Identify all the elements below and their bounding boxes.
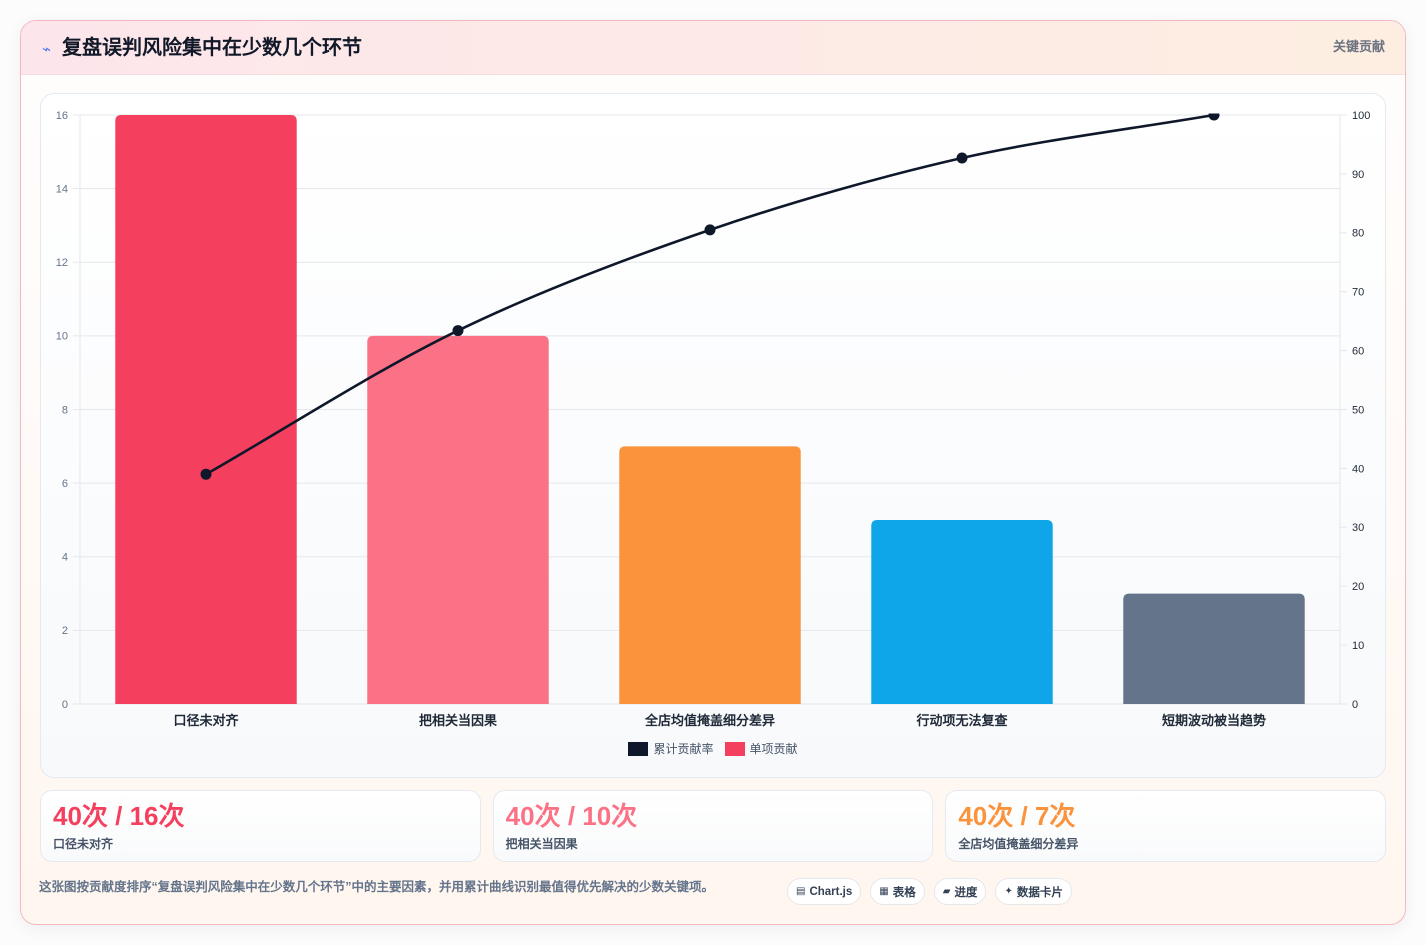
pill-chartjs: ▤ Chart.js — [787, 878, 862, 905]
pill-data-card: ✦ 数据卡片 — [995, 878, 1072, 905]
bar — [619, 446, 801, 704]
legend-label-single: 单项贡献 — [749, 742, 798, 756]
y-right-tick-label: 40 — [1352, 463, 1364, 475]
pill-label: 进度 — [954, 886, 978, 899]
x-tick-label: 全店均值掩盖细分差异 — [644, 713, 775, 728]
stat-value: 40次 / 7次 — [958, 801, 1076, 831]
y-left-tick-label: 6 — [62, 478, 68, 490]
header-tag: 关键贡献 — [1332, 39, 1385, 54]
y-left-tick-label: 12 — [56, 257, 68, 269]
y-axis-left: 0 2 4 6 8 10 12 14 16 — [56, 110, 68, 711]
footer-note: 这张图按贡献度排序“复盘误判风险集中在少数几个环节”中的主要因素，并用累计曲线识… — [39, 880, 715, 894]
card-header: ⌁ 复盘误判风险集中在少数几个环节 关键贡献 — [21, 21, 1405, 75]
x-tick-label: 把相关当因果 — [419, 713, 497, 728]
stat-label: 全店均值掩盖细分差异 — [958, 837, 1079, 851]
x-tick-label: 短期波动被当趋势 — [1162, 713, 1266, 728]
data-card-icon: ✦ — [1004, 886, 1013, 897]
y-right-tick-label: 80 — [1352, 228, 1364, 240]
lightning-icon: ⌁ — [42, 40, 52, 58]
y-right-tick-label: 20 — [1352, 581, 1364, 593]
stat-card: 40次 / 7次 全店均值掩盖细分差异 — [945, 790, 1387, 862]
stat-value: 40次 / 16次 — [53, 801, 185, 831]
stat-card: 40次 / 10次 把相关当因果 — [492, 790, 934, 862]
stat-value: 40次 / 10次 — [505, 801, 638, 831]
x-tick-label: 行动项无法复查 — [915, 713, 1008, 728]
card-title: 复盘误判风险集中在少数几个环节 — [62, 37, 362, 59]
y-right-tick-label: 10 — [1352, 640, 1364, 652]
cumulative-point — [704, 224, 716, 236]
bar — [1123, 593, 1305, 704]
y-right-tick-label: 60 — [1352, 345, 1364, 357]
chart-panel: 0 2 4 6 8 10 12 14 16 0 10 20 30 40 50 60 70 80 90 100 口径未对齐… — [40, 93, 1386, 778]
stat-label: 口径未对齐 — [53, 837, 114, 851]
legend-swatch-cumulative — [628, 742, 649, 756]
pill-table: ▦ 表格 — [870, 878, 925, 905]
bar — [115, 115, 297, 704]
table-icon: ▦ — [879, 886, 889, 897]
legend-item-cumulative[interactable]: 累计贡献率 — [628, 741, 714, 757]
cumulative-line-group — [200, 113, 1220, 480]
bars — [115, 115, 1305, 704]
bar — [367, 335, 549, 704]
pareto-card: ⌁ 复盘误判风险集中在少数几个环节 关键贡献 0 2 4 6 8 10 12 14 16 0 10 2… — [20, 20, 1406, 925]
bar — [871, 519, 1053, 704]
legend-swatch-single — [724, 742, 745, 756]
y-left-tick-label: 8 — [62, 404, 68, 416]
y-right-tick-label: 30 — [1352, 522, 1364, 534]
y-left-tick-label: 0 — [62, 699, 68, 711]
stat-card: 40次 / 16次 口径未对齐 — [40, 790, 481, 862]
y-left-tick-label: 2 — [62, 625, 68, 637]
y-right-tick-label: 100 — [1352, 110, 1370, 122]
chart-legend: 累计贡献率 单项贡献 — [41, 741, 1385, 757]
pill-label: Chart.js — [809, 885, 853, 898]
x-axis: 口径未对齐 把相关当因果 全店均值掩盖细分差异 行动项无法复查 短期波动被当趋势 — [173, 713, 1266, 728]
cumulative-point — [200, 468, 212, 480]
stat-cards: 40次 / 16次 口径未对齐 40次 / 10次 把相关当因果 40次 / 7… — [40, 790, 1387, 862]
cumulative-line — [205, 113, 1215, 476]
y-right-tick-label: 0 — [1352, 699, 1358, 711]
pareto-chart: 0 2 4 6 8 10 12 14 16 0 10 20 30 40 50 60 70 80 90 100 口径未对齐… — [56, 110, 1371, 728]
y-left-tick-label: 16 — [56, 110, 68, 122]
feature-pills: ▤ Chart.js ▦ 表格 ▰ 进度 ✦ 数据卡片 — [787, 878, 1072, 905]
y-left-tick-label: 4 — [62, 552, 68, 564]
y-axis-right: 0 10 20 30 40 50 60 70 80 90 100 — [1339, 110, 1370, 711]
progress-icon: ▰ — [942, 886, 951, 897]
y-left-tick-label: 10 — [56, 331, 68, 343]
y-left-tick-label: 14 — [56, 183, 68, 195]
pill-label: 数据卡片 — [1016, 886, 1063, 899]
chart-icon: ▤ — [796, 886, 806, 897]
cumulative-point — [956, 152, 968, 164]
y-right-tick-label: 50 — [1352, 404, 1364, 416]
legend-item-single[interactable]: 单项贡献 — [724, 741, 798, 757]
pill-progress: ▰ 进度 — [933, 878, 987, 905]
legend-label-cumulative: 累计贡献率 — [653, 742, 714, 756]
x-tick-label: 口径未对齐 — [173, 713, 239, 728]
stat-label: 把相关当因果 — [505, 837, 578, 851]
pill-label: 表格 — [892, 886, 916, 899]
cumulative-point — [1208, 113, 1220, 121]
y-right-tick-label: 70 — [1352, 287, 1364, 299]
y-right-tick-label: 90 — [1352, 169, 1364, 181]
cumulative-point — [452, 325, 464, 337]
